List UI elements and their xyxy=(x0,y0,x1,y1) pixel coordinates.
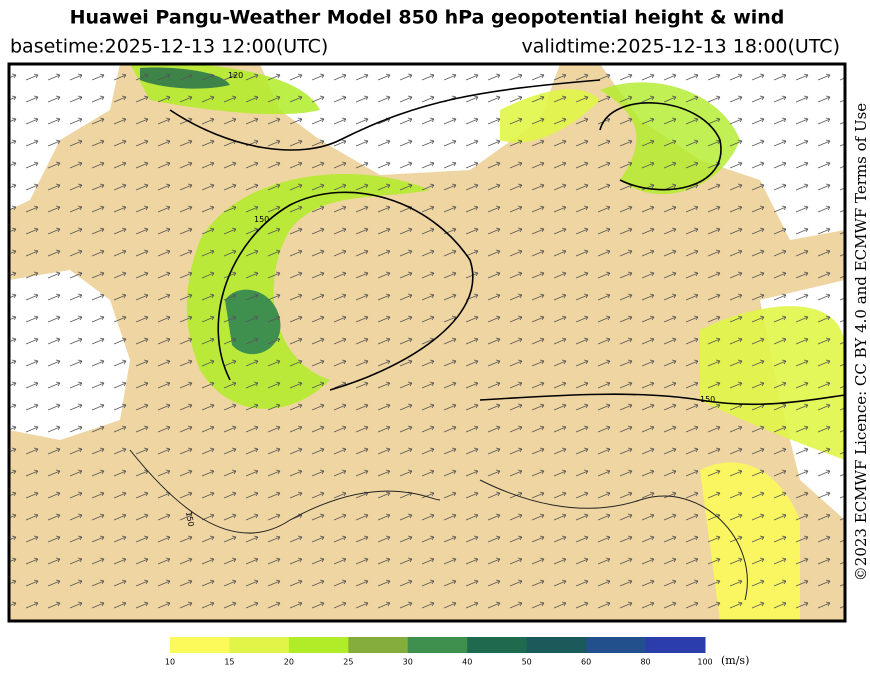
map: 120 150 150 150 xyxy=(9,64,845,621)
colorbar-segment xyxy=(407,637,468,653)
colorbar-segment xyxy=(229,637,290,653)
contour xyxy=(169,79,601,151)
contour-label: 150 xyxy=(184,511,196,528)
contour xyxy=(479,393,845,406)
colorbar-segment xyxy=(170,637,230,653)
colorbar-segment xyxy=(586,637,647,653)
colorbar-tick-label: 15 xyxy=(224,658,234,667)
title: Huawei Pangu-Weather Model 850 hPa geopo… xyxy=(70,7,785,29)
contour xyxy=(217,191,474,391)
colorbar-segment xyxy=(526,637,587,653)
colorbar-segment xyxy=(467,637,528,653)
wind-arrows xyxy=(9,64,845,621)
colorbar-segment xyxy=(348,637,409,653)
colorbar-tick-label: 25 xyxy=(343,658,353,667)
colorbar: 10 15 20 25 30 40 50 60 80 100 (m/s) xyxy=(165,637,749,667)
colorbar-tick-label: 40 xyxy=(462,658,472,667)
coastline xyxy=(129,449,441,534)
licence: ©2023 ECMWF Licence: CC BY 4.0 and ECMWF… xyxy=(852,103,870,582)
basetime: basetime:2025-12-13 12:00(UTC) xyxy=(10,36,328,58)
colorbar-tick-label: 60 xyxy=(581,658,591,667)
map-frame xyxy=(7,62,847,623)
contour-label: 120 xyxy=(228,71,243,80)
contour-label: 150 xyxy=(254,215,269,224)
colorbar-tick-label: 50 xyxy=(522,658,532,667)
contour-label: 150 xyxy=(700,395,715,404)
colorbar-tick-label: 10 xyxy=(165,658,175,667)
colorbar-tick-label: 100 xyxy=(697,658,712,667)
colorbar-unit: (m/s) xyxy=(721,654,749,667)
colorbar-tick-label: 80 xyxy=(640,658,650,667)
contour xyxy=(599,102,722,191)
colorbar-tick-label: 30 xyxy=(403,658,413,667)
colorbar-tick-label: 20 xyxy=(284,658,294,667)
colorbar-segment xyxy=(288,637,349,653)
coastline xyxy=(479,479,748,601)
validtime: validtime:2025-12-13 18:00(UTC) xyxy=(521,36,840,58)
colorbar-segment xyxy=(645,637,706,653)
